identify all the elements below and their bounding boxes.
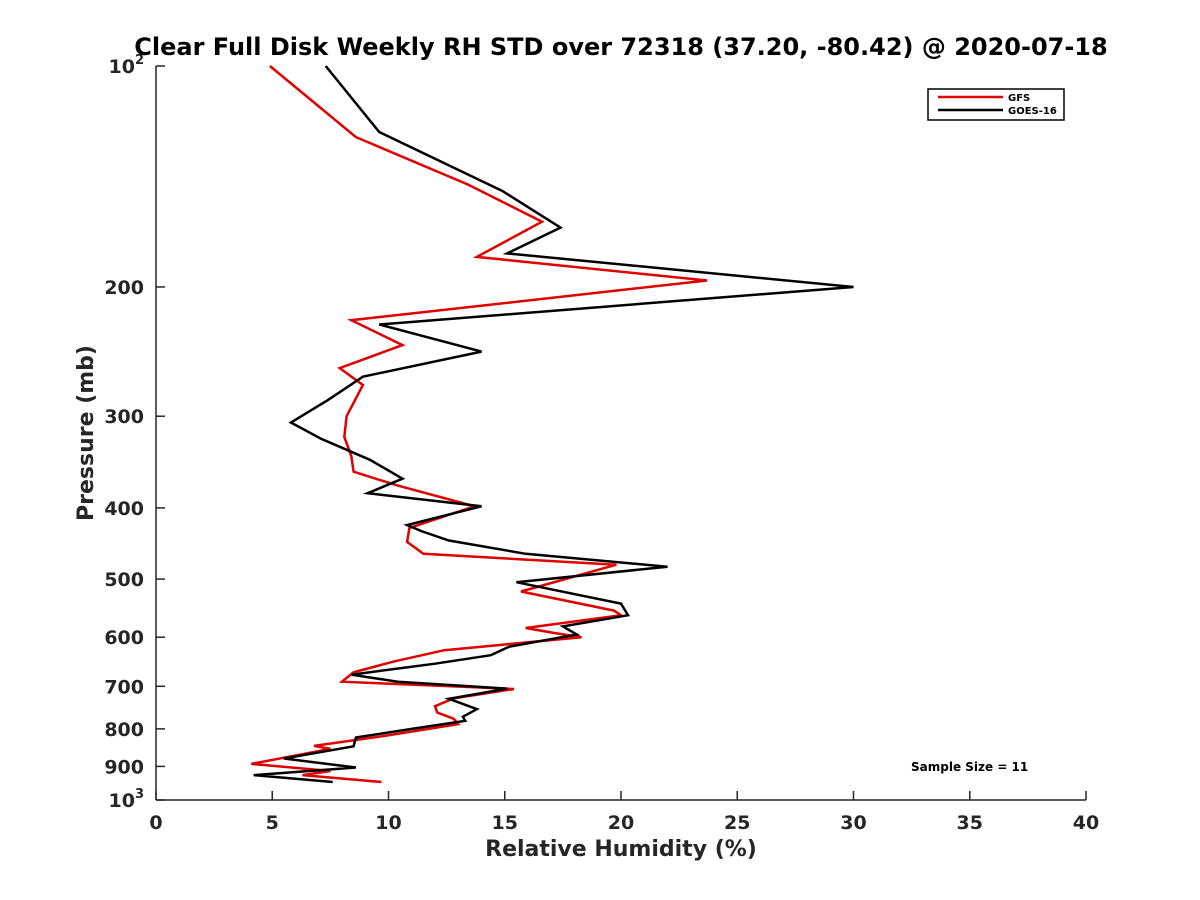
x-tick-label: 40 — [1073, 812, 1099, 834]
y-tick-label: 103 — [109, 787, 145, 812]
legend-label-goes16: GOES-16 — [1008, 106, 1057, 117]
y-ticks: 102 200 300 400 500 600 700 800 900 103 — [104, 53, 165, 812]
x-tick-label: 35 — [957, 812, 983, 834]
chart-title: Clear Full Disk Weekly RH STD over 72318… — [134, 33, 1107, 61]
y-tick-label: 400 — [104, 498, 144, 520]
legend: GFS GOES-16 — [927, 88, 1065, 121]
sample-size-annotation: Sample Size = 11 — [911, 760, 1028, 774]
y-tick-label: 102 — [109, 53, 145, 78]
y-tick-label: 300 — [104, 406, 144, 428]
legend-box — [927, 88, 1065, 121]
y-tick-label: 900 — [104, 756, 144, 778]
y-tick-label: 700 — [104, 676, 144, 698]
x-tick-label: 30 — [840, 812, 866, 834]
y-tick-label: 600 — [104, 627, 144, 649]
y-tick-label: 800 — [104, 719, 144, 741]
x-tick-label: 15 — [492, 812, 518, 834]
x-tick-label: 5 — [266, 812, 279, 834]
legend-label-gfs: GFS — [1008, 93, 1030, 104]
y-tick-label: 200 — [104, 277, 144, 299]
x-axis-label: Relative Humidity (%) — [485, 837, 757, 862]
plot-area — [251, 65, 854, 784]
x-tick-label: 25 — [724, 812, 750, 834]
x-tick-label: 20 — [608, 812, 634, 834]
series-line-goes16 — [253, 65, 854, 784]
y-tick-label: 500 — [104, 569, 144, 591]
x-tick-label: 0 — [149, 812, 162, 834]
x-ticks: 0 5 10 15 20 25 30 35 40 — [149, 791, 1099, 834]
x-tick-label: 10 — [375, 812, 401, 834]
y-axis-label: Pressure (mb) — [74, 345, 99, 521]
